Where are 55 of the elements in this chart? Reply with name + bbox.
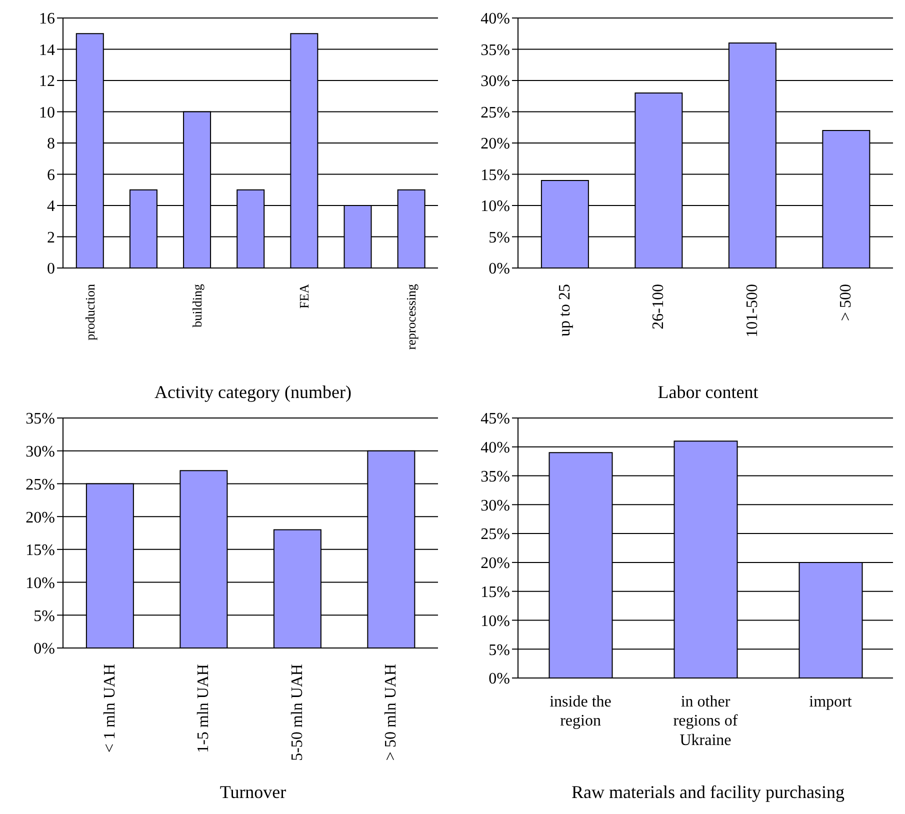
x-axis-title: Labor content xyxy=(656,382,760,403)
x-axis-title: Turnover xyxy=(218,782,288,803)
y-tick-label: 25% xyxy=(26,476,55,494)
x-tick-label: 5-50 mln UAH xyxy=(288,664,306,761)
x-tick-label: import xyxy=(809,693,852,710)
y-tick-label: 30% xyxy=(480,73,510,90)
x-axis-title: Activity category (number) xyxy=(154,382,352,403)
x-tick-label: < 1 mln UAH xyxy=(101,664,118,753)
x-axis-title: Raw materials and facility purchasing xyxy=(570,782,846,803)
y-tick-label: 20% xyxy=(480,555,510,572)
x-tick-label: reprocessing xyxy=(404,284,419,350)
y-tick-label: 15% xyxy=(480,584,510,602)
y-tick-label: 12 xyxy=(39,73,55,90)
x-tick-label: up to 25 xyxy=(556,284,574,336)
y-tick-label: 40% xyxy=(480,440,510,457)
x-tick-label: > 500 xyxy=(838,284,855,322)
x-tick-label: > 50 mln UAH xyxy=(382,664,400,761)
y-tick-label: 35% xyxy=(480,42,510,59)
y-tick-label: 10% xyxy=(480,612,510,630)
y-tick-label: 16 xyxy=(39,10,55,28)
y-tick-label: 2 xyxy=(47,229,55,246)
y-tick-label: 20% xyxy=(26,509,55,526)
y-tick-label: 0 xyxy=(47,260,55,278)
y-tick-label: 0% xyxy=(34,640,55,658)
x-tick-label: FEA xyxy=(296,283,312,309)
y-tick-label: 15% xyxy=(480,166,510,184)
y-tick-label: 15% xyxy=(26,542,55,560)
y-tick-label: 10% xyxy=(26,574,55,592)
y-tick-label: 0% xyxy=(488,260,510,278)
y-tick-label: 10% xyxy=(480,198,510,216)
y-tick-label: 20% xyxy=(480,136,510,153)
y-tick-label: 35% xyxy=(480,468,510,486)
y-tick-label: 25% xyxy=(480,104,510,122)
y-tick-label: 30% xyxy=(26,444,55,461)
y-tick-label: 5% xyxy=(488,642,510,659)
y-tick-label: 8 xyxy=(47,136,55,153)
x-tick-label: 26-100 xyxy=(650,284,668,330)
y-tick-label: 45% xyxy=(480,410,510,428)
y-tick-label: 35% xyxy=(26,410,55,428)
y-tick-label: 6 xyxy=(47,166,55,184)
y-tick-label: 5% xyxy=(488,229,510,246)
y-tick-label: 30% xyxy=(480,497,510,514)
x-tick-label: 101-500 xyxy=(744,284,761,338)
y-tick-label: 40% xyxy=(480,10,510,28)
x-tick-label: in other regions of Ukraine xyxy=(673,693,738,749)
y-tick-label: 25% xyxy=(480,526,510,544)
y-tick-label: 10 xyxy=(39,104,55,122)
x-tick-label: building xyxy=(189,284,204,328)
x-tick-label: inside the region xyxy=(550,693,612,730)
y-tick-label: 0% xyxy=(488,670,510,688)
y-tick-label: 5% xyxy=(34,608,55,625)
y-tick-label: 4 xyxy=(47,198,55,216)
x-tick-label: 1-5 mln UAH xyxy=(195,664,212,753)
y-tick-label: 14 xyxy=(39,42,55,59)
x-tick-label: production xyxy=(82,284,98,340)
